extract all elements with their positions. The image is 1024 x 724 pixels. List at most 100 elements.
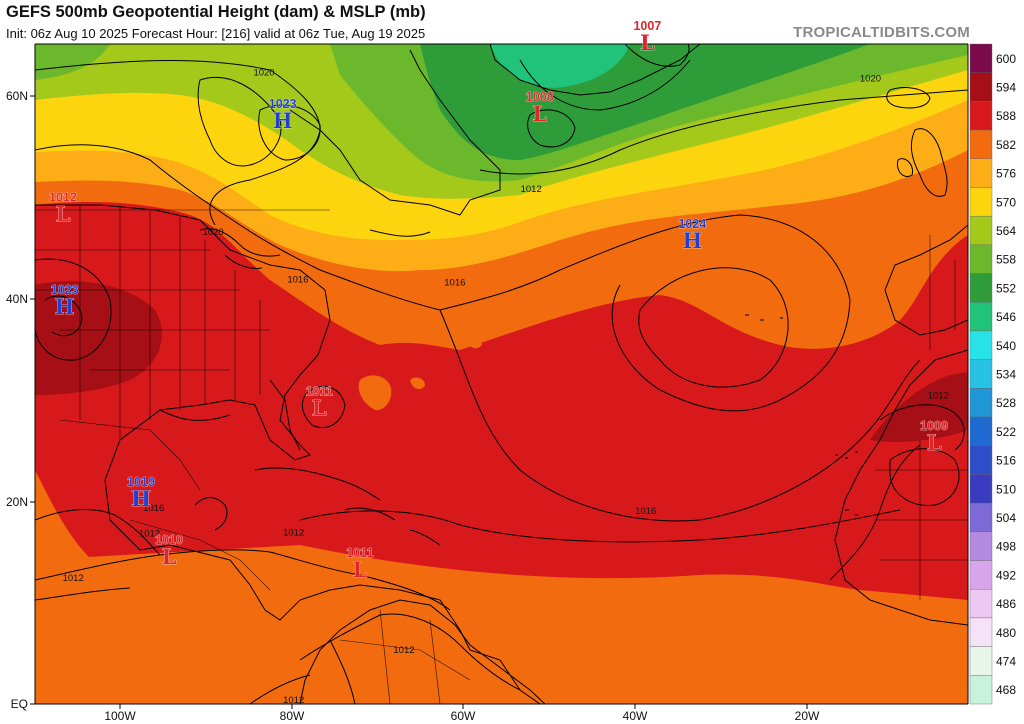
colorbar-label-468: 468 — [996, 683, 1016, 697]
colorbar-label-576: 576 — [996, 167, 1016, 181]
pressure-symbol: H — [131, 486, 151, 511]
colorbar-label-516: 516 — [996, 454, 1016, 468]
isobar-label: 1016 — [635, 506, 656, 517]
colorbar-label-522: 522 — [996, 425, 1016, 439]
colorbar-label-570: 570 — [996, 195, 1016, 209]
colorbar-swatch-576 — [969, 158, 993, 188]
colorbar-label-480: 480 — [996, 626, 1016, 640]
colorbar-swatch-468 — [969, 675, 993, 705]
colorbar-label-594: 594 — [996, 81, 1016, 95]
colorbar-swatch-582 — [969, 129, 993, 159]
isobars — [35, 44, 968, 704]
map-title: GEFS 500mb Geopotential Height (dam) & M… — [6, 3, 426, 21]
colorbar-label-540: 540 — [996, 339, 1016, 353]
isobar-label: 1020 — [860, 74, 881, 85]
isobar-label: 1012 — [928, 390, 949, 401]
pressure-symbol: H — [682, 228, 702, 253]
pressure-symbol: L — [927, 430, 942, 455]
pressure-symbol: H — [55, 294, 75, 319]
height-field — [35, 44, 968, 704]
lat-label-40n: 40N — [6, 292, 28, 306]
pressure-value: 1008 — [526, 90, 554, 104]
pressure-value: 1009 — [920, 419, 948, 433]
lon-label-60w: 60W — [451, 709, 476, 723]
lon-label-40w: 40W — [623, 709, 648, 723]
colorbar-swatch-564 — [969, 215, 993, 246]
colorbar-swatch-504 — [969, 502, 993, 533]
colorbar-label-492: 492 — [996, 568, 1016, 582]
colorbar-label-528: 528 — [996, 396, 1016, 410]
colorbar-swatch-510 — [969, 474, 993, 504]
isobar-label: 1012 — [283, 527, 304, 538]
colorbar-label-552: 552 — [996, 281, 1016, 295]
pressure-symbol: L — [640, 30, 655, 55]
pressure-value: 1023 — [269, 97, 297, 111]
colorbar-swatch-546 — [969, 302, 993, 332]
pressure-centers: 1023H1023H1019H1024H1012L1007L1008L1011L… — [49, 19, 949, 583]
pressure-symbol: L — [56, 202, 71, 227]
colorbar-swatch-480 — [969, 617, 993, 647]
colorbar-swatch-588 — [969, 101, 993, 131]
isobar-labels: 1020 1020 1016 1016 1012 1020 1012 1016 1016 1012… — [63, 67, 949, 706]
colorbar-swatch-516 — [969, 445, 993, 475]
pressure-value: 1012 — [49, 191, 77, 205]
isobar-label: 1012 — [521, 184, 542, 195]
pressure-value: 1010 — [155, 533, 183, 547]
colorbar-label-486: 486 — [996, 597, 1016, 611]
lon-label-100w: 100W — [104, 709, 136, 723]
colorbar-swatch-558 — [969, 244, 993, 274]
pressure-symbol: L — [162, 544, 177, 569]
pressure-value: 1023 — [51, 283, 79, 297]
isobar-label: 1016 — [143, 503, 164, 514]
pressure-value: 1011 — [346, 546, 373, 560]
colorbar-swatch-570 — [969, 187, 993, 217]
colorbar-swatch-552 — [969, 273, 993, 303]
colorbar-swatch-492 — [969, 560, 993, 590]
colorbar-swatch-540 — [969, 330, 993, 360]
isobar-label: 1012 — [393, 645, 414, 656]
isobar-label: 1012 — [283, 695, 304, 706]
colorbar-label-588: 588 — [996, 109, 1016, 123]
axis-ticks — [30, 43, 969, 709]
lon-label-20w: 20W — [795, 709, 820, 723]
isobar-label: 1020 — [203, 227, 224, 238]
map-subtitle: Init: 06z Aug 10 2025 Forecast Hour: [21… — [6, 26, 426, 41]
colorbar-label-600: 600 — [996, 52, 1016, 66]
colorbar-swatch-498 — [969, 531, 993, 561]
pressure-symbol: H — [273, 108, 293, 133]
isobar-label: 1016 — [287, 275, 308, 286]
pressure-symbol: L — [312, 396, 327, 421]
colorbar-swatch-474 — [969, 646, 993, 676]
colorbar-label-564: 564 — [996, 224, 1016, 238]
pressure-value: 1011 — [306, 385, 333, 399]
colorbar-label-474: 474 — [996, 654, 1016, 668]
pressure-value: 1007 — [633, 19, 661, 33]
colorbar: 600 594 588 582 576 570 564 558 552 546 540 534 528 5… — [969, 43, 1016, 705]
pressure-symbol: L — [532, 101, 547, 126]
colorbar-label-498: 498 — [996, 540, 1016, 554]
site-watermark: TROPICALTIDBITS.COM — [793, 24, 970, 41]
coastlines — [35, 44, 968, 704]
axis-labels: 60N 40N 20N EQ 100W 80W 60W 40W 20W — [6, 89, 820, 723]
pressure-symbol: L — [352, 557, 367, 582]
colorbar-swatch-600 — [969, 43, 993, 73]
colorbar-swatch-594 — [969, 72, 993, 102]
isobar-label: 1020 — [253, 67, 274, 78]
lat-label-eq: EQ — [11, 697, 28, 711]
colorbar-swatch-486 — [969, 589, 993, 619]
colorbar-label-582: 582 — [996, 138, 1016, 152]
lat-label-20n: 20N — [6, 495, 28, 509]
pressure-value: 1024 — [678, 217, 706, 231]
borders — [35, 205, 968, 704]
